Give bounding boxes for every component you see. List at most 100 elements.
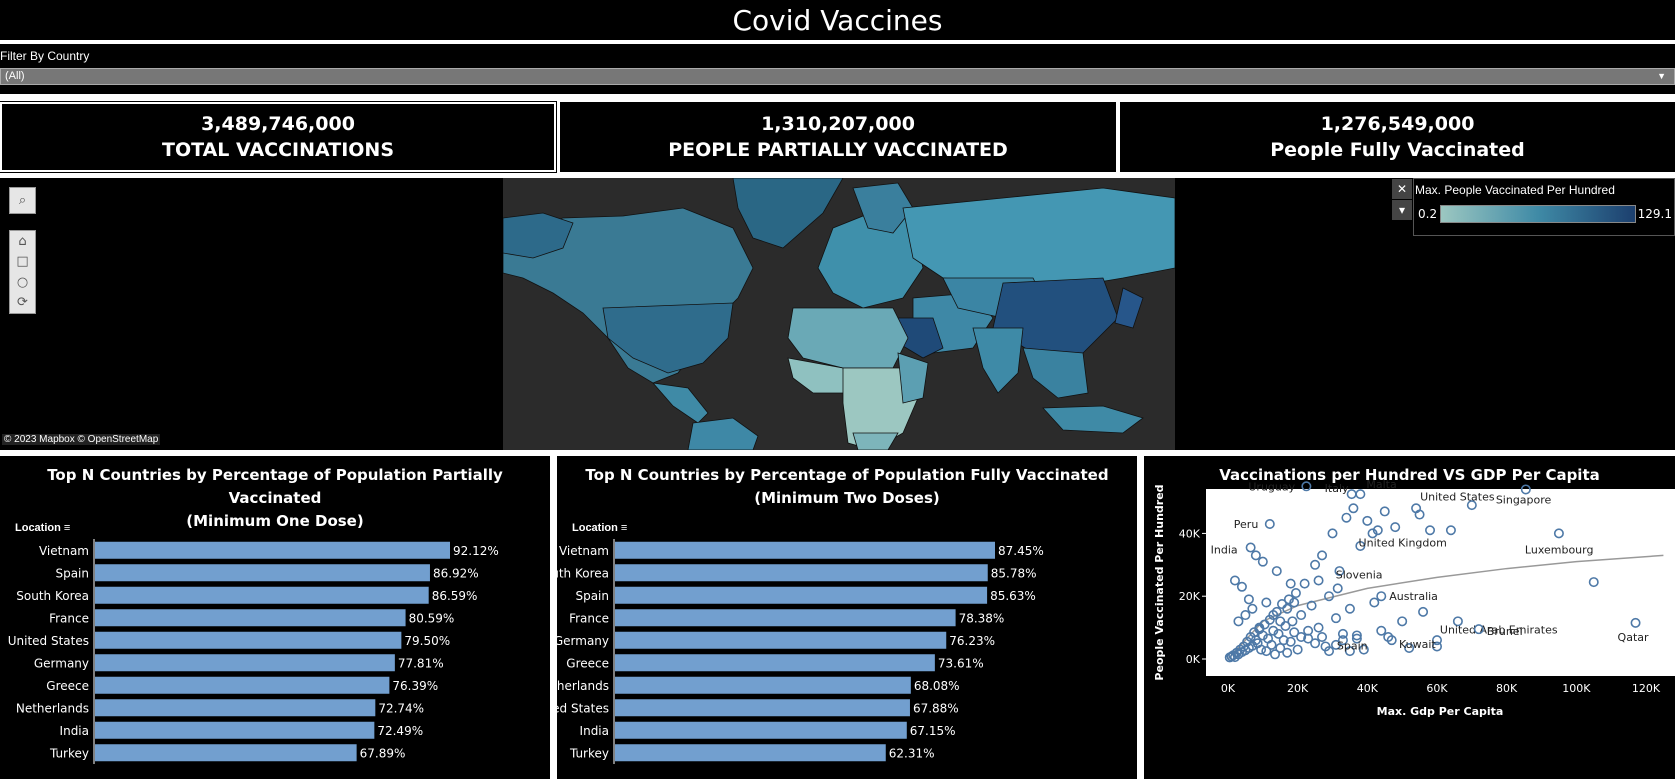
data-point[interactable] bbox=[1243, 594, 1254, 605]
data-point[interactable] bbox=[1630, 617, 1641, 628]
data-point[interactable] bbox=[1367, 528, 1378, 539]
search-icon[interactable]: ⌕ bbox=[9, 187, 36, 214]
bar[interactable] bbox=[615, 631, 947, 649]
category-label[interactable]: United States bbox=[557, 701, 609, 715]
data-point[interactable] bbox=[1268, 625, 1279, 636]
location-header[interactable]: Location ≡ bbox=[572, 522, 627, 534]
map-usa[interactable] bbox=[602, 302, 734, 374]
map-north-africa[interactable] bbox=[787, 307, 909, 369]
bar[interactable] bbox=[95, 586, 429, 604]
location-header[interactable]: Location ≡ bbox=[15, 522, 70, 534]
data-point[interactable] bbox=[1250, 550, 1261, 561]
data-point[interactable] bbox=[1372, 525, 1383, 536]
data-point[interactable] bbox=[1236, 581, 1247, 592]
category-label[interactable]: Vietnam bbox=[559, 544, 609, 558]
bar[interactable] bbox=[615, 541, 995, 559]
map-india[interactable] bbox=[972, 327, 1024, 394]
data-point[interactable] bbox=[1301, 481, 1312, 492]
data-point[interactable] bbox=[1452, 616, 1463, 627]
data-point[interactable] bbox=[1289, 597, 1300, 608]
data-point[interactable] bbox=[1330, 613, 1341, 624]
data-point[interactable] bbox=[1341, 512, 1352, 523]
close-icon[interactable]: ✕ bbox=[1392, 179, 1412, 199]
map-alaska[interactable] bbox=[503, 212, 574, 259]
data-point[interactable] bbox=[1271, 566, 1282, 577]
data-point[interactable] bbox=[1337, 635, 1348, 646]
data-point[interactable] bbox=[1348, 503, 1359, 514]
category-label[interactable]: Turkey bbox=[49, 746, 89, 760]
bar[interactable] bbox=[615, 744, 886, 762]
data-point[interactable] bbox=[1390, 522, 1401, 533]
bar[interactable] bbox=[95, 541, 450, 559]
data-point[interactable] bbox=[1351, 633, 1362, 644]
sort-icon[interactable]: ≡ bbox=[620, 522, 628, 534]
category-label[interactable]: Germany bbox=[34, 656, 89, 670]
category-label[interactable]: Germany bbox=[557, 634, 609, 648]
data-point[interactable] bbox=[1376, 625, 1387, 636]
data-point[interactable] bbox=[1355, 489, 1366, 500]
data-point[interactable] bbox=[1233, 616, 1244, 627]
data-point[interactable] bbox=[1386, 635, 1397, 646]
data-point[interactable] bbox=[1266, 639, 1277, 650]
bar[interactable] bbox=[95, 699, 376, 717]
data-point[interactable] bbox=[1324, 646, 1335, 657]
data-point[interactable] bbox=[1264, 518, 1275, 529]
map-central-america[interactable] bbox=[651, 382, 709, 424]
map-south-america[interactable] bbox=[687, 417, 759, 450]
category-label[interactable]: Netherlands bbox=[16, 701, 89, 715]
data-point[interactable] bbox=[1310, 559, 1321, 570]
data-point[interactable] bbox=[1275, 616, 1286, 627]
data-point[interactable] bbox=[1310, 638, 1321, 649]
data-point[interactable] bbox=[1431, 635, 1442, 646]
data-point[interactable] bbox=[1256, 644, 1267, 655]
data-point[interactable] bbox=[1278, 635, 1289, 646]
category-label[interactable]: Turkey bbox=[569, 746, 609, 760]
category-label[interactable]: Greece bbox=[566, 656, 609, 670]
data-point[interactable] bbox=[1229, 575, 1240, 586]
data-point[interactable] bbox=[1261, 597, 1272, 608]
category-label[interactable]: Spain bbox=[55, 566, 89, 580]
data-point[interactable] bbox=[1285, 636, 1296, 647]
data-point[interactable] bbox=[1520, 484, 1531, 495]
bar[interactable] bbox=[615, 676, 911, 694]
data-point[interactable] bbox=[1257, 630, 1268, 641]
data-point[interactable] bbox=[1369, 597, 1380, 608]
data-point[interactable] bbox=[1317, 632, 1328, 643]
map-east-africa[interactable] bbox=[897, 352, 929, 404]
data-point[interactable] bbox=[1289, 627, 1300, 638]
map-greenland[interactable] bbox=[732, 178, 844, 249]
map-color-legend[interactable]: ✕ ▾ Max. People Vaccinated Per Hundred 0… bbox=[1392, 178, 1675, 236]
home-icon[interactable]: ⌂ bbox=[18, 233, 27, 249]
data-point[interactable] bbox=[1282, 603, 1293, 614]
bar[interactable] bbox=[615, 586, 988, 604]
category-label[interactable]: France bbox=[49, 611, 89, 625]
map-attribution[interactable]: © 2023 Mapbox © OpenStreetMap bbox=[2, 434, 161, 445]
legend-menu-icon[interactable]: ▾ bbox=[1392, 200, 1412, 220]
data-point[interactable] bbox=[1270, 649, 1281, 660]
data-point[interactable] bbox=[1240, 610, 1251, 621]
bar[interactable] bbox=[95, 654, 395, 672]
data-point[interactable] bbox=[1254, 622, 1265, 633]
map-japan[interactable] bbox=[1114, 287, 1144, 329]
data-point[interactable] bbox=[1290, 588, 1301, 599]
data-point[interactable] bbox=[1285, 578, 1296, 589]
data-point[interactable] bbox=[1351, 630, 1362, 641]
data-point[interactable] bbox=[1296, 632, 1307, 643]
map-indonesia[interactable] bbox=[1042, 405, 1144, 434]
category-label[interactable]: Vietnam bbox=[39, 544, 89, 558]
bar[interactable] bbox=[615, 564, 988, 582]
data-point[interactable] bbox=[1324, 591, 1335, 602]
map-scandinavia[interactable] bbox=[852, 182, 914, 234]
data-point[interactable] bbox=[1327, 528, 1338, 539]
bar[interactable] bbox=[95, 744, 357, 762]
data-point[interactable] bbox=[1273, 628, 1284, 639]
radial-select-icon[interactable]: ○ bbox=[16, 274, 29, 290]
bar[interactable] bbox=[95, 721, 375, 739]
category-label[interactable]: Greece bbox=[46, 679, 89, 693]
data-point[interactable] bbox=[1376, 591, 1387, 602]
bar[interactable] bbox=[95, 631, 402, 649]
data-point[interactable] bbox=[1282, 647, 1293, 658]
category-label[interactable]: Spain bbox=[575, 589, 609, 603]
lasso-select-icon[interactable]: ⟳ bbox=[17, 295, 28, 311]
data-point[interactable] bbox=[1330, 639, 1341, 650]
